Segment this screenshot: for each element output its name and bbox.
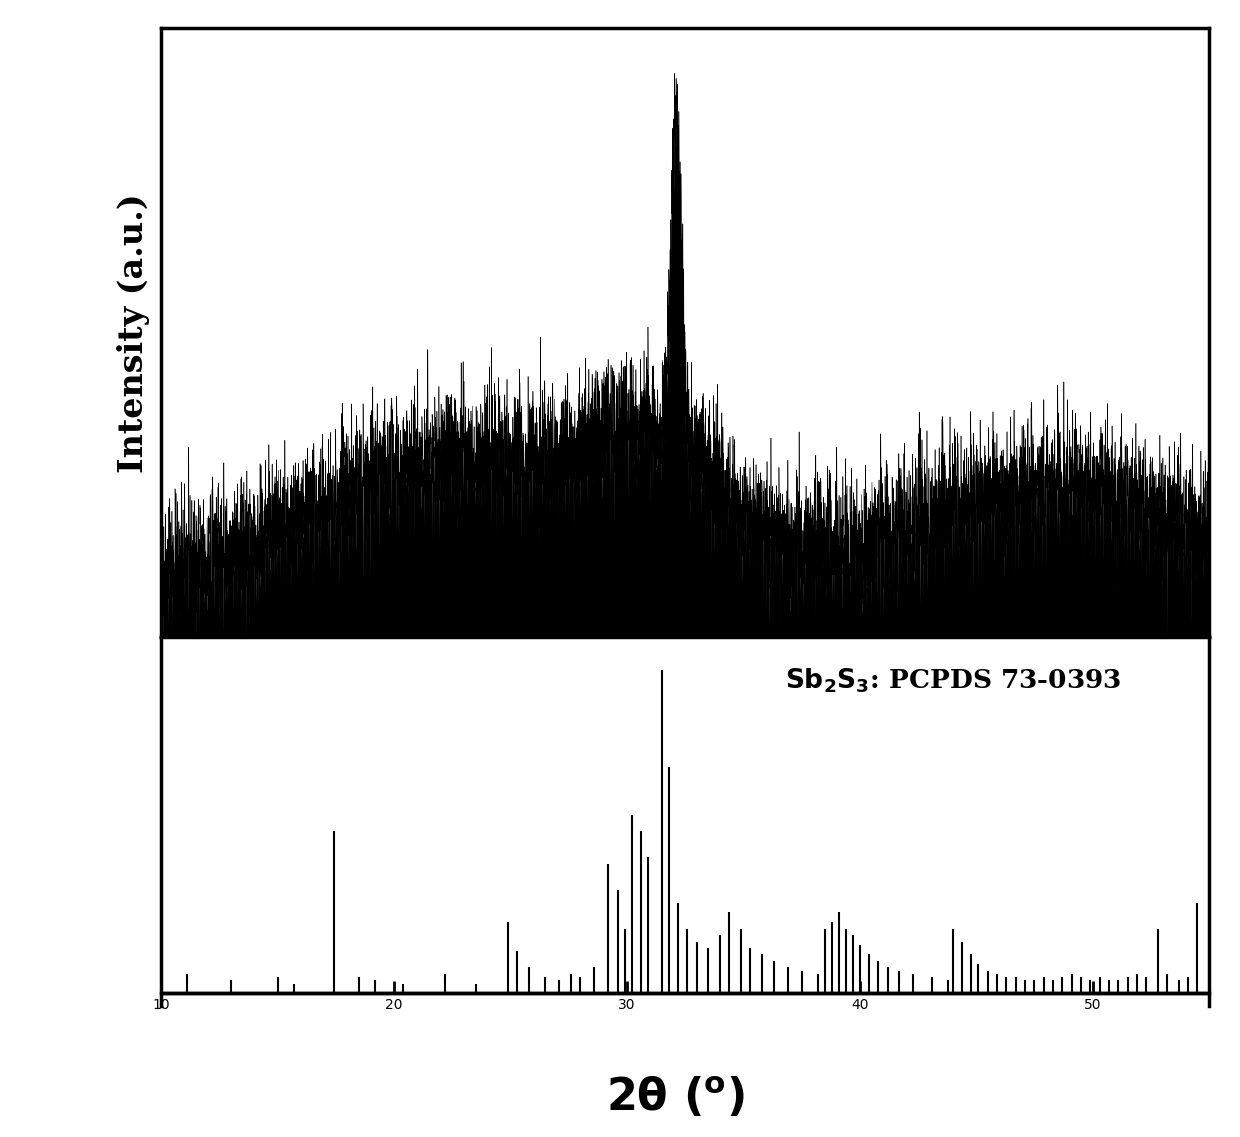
Text: $\mathbf{Sb_2S_3}$: PCPDS 73-0393: $\mathbf{Sb_2S_3}$: PCPDS 73-0393 <box>785 666 1121 695</box>
Text: $\mathbf{2\theta}$ $\mathbf{(^o)}$: $\mathbf{2\theta}$ $\mathbf{(^o)}$ <box>606 1076 745 1120</box>
Y-axis label: Intensity (a.u.): Intensity (a.u.) <box>117 193 150 473</box>
